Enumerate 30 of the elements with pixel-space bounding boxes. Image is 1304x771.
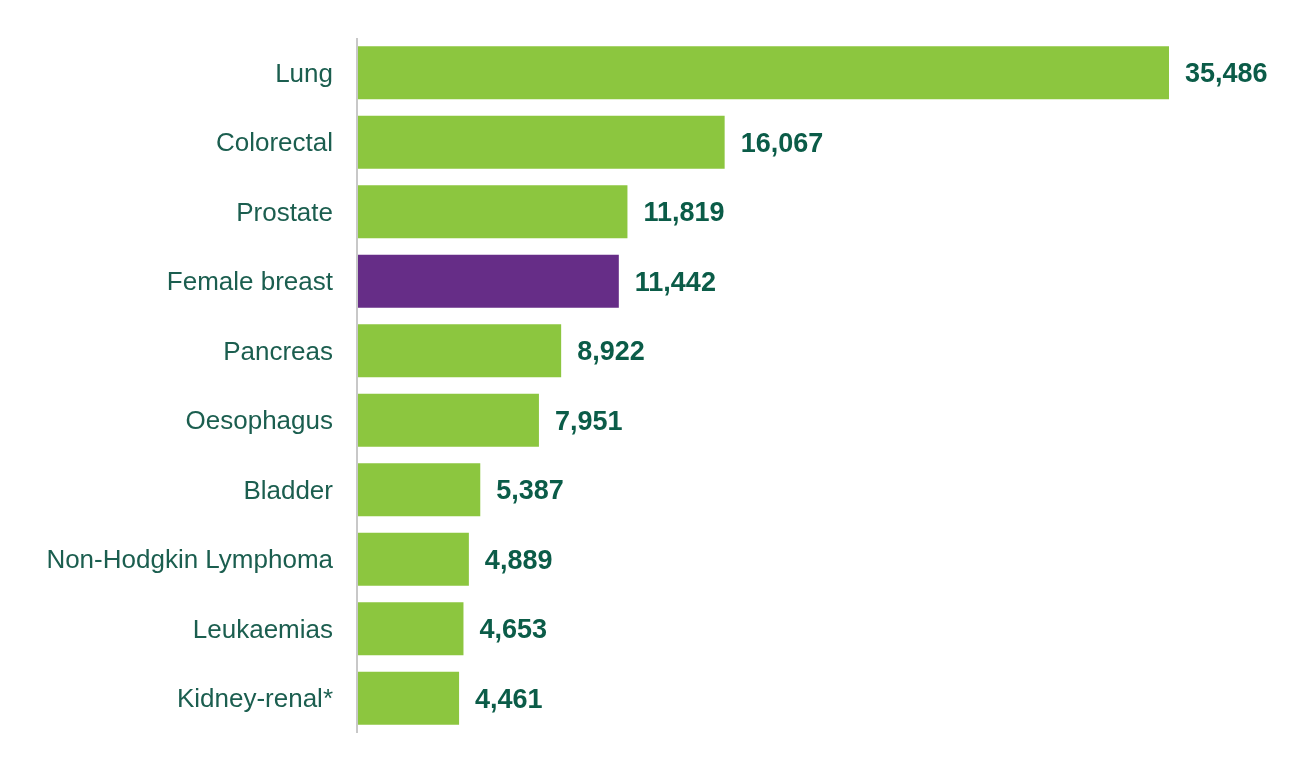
y-tick-label: Kidney-renal* [176,683,333,714]
y-tick-label: Leukaemias [192,613,333,644]
bar [357,46,1169,100]
data-label: 16,067 [740,127,824,158]
bar [357,324,562,378]
data-label: 35,486 [1185,58,1268,89]
data-label: 7,951 [554,405,623,436]
data-label: 4,889 [484,544,553,575]
y-tick-label: Colorectal [215,127,333,158]
bar [357,671,460,725]
y-tick-label: Prostate [236,196,333,227]
y-tick-label: Pancreas [223,335,333,366]
bar [357,532,469,586]
y-tick-label: Lung [275,57,333,88]
data-label: 11,819 [643,197,725,228]
y-tick-label: Oesophagus [185,405,333,436]
data-label: 4,653 [479,614,548,645]
bar [357,463,481,517]
bar [357,115,725,169]
y-tick-label: Non-Hodgkin Lymphoma [46,544,334,575]
bar [357,185,628,239]
data-label: 4,461 [475,683,543,714]
data-label: 5,387 [496,475,564,506]
bar [357,254,619,308]
y-tick-label: Female breast [166,266,334,297]
data-label: 11,442 [634,266,716,297]
data-label: 8,922 [577,336,645,367]
bar [357,393,539,447]
y-tick-label: Bladder [243,474,334,505]
bar [357,602,464,656]
